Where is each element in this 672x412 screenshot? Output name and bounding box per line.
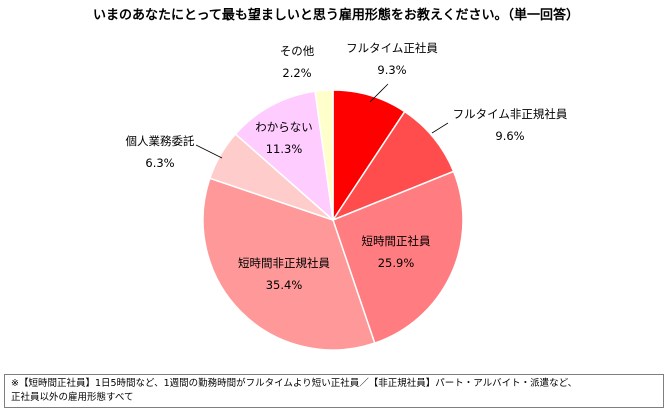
slice-label: 短時間非正規社員 [238,256,330,270]
slice-value-label: 11.3% [266,142,303,156]
slice-label: フルタイム非正規社員 [453,107,568,121]
pie-slices [202,89,464,351]
slice-label: 短時間正社員 [362,234,431,248]
slice-value-label: 9.3% [377,63,406,77]
slice-value-label: 35.4% [266,278,303,292]
slice-labels: フルタイム正社員 9.3% フルタイム非正規社員 9.6% 短時間正社員 25.9% 短時間… [126,41,568,292]
slice-label: その他 [280,44,315,58]
footnote-line-2: 正社員以外の雇用形態すべて [11,392,134,403]
pie-slice [234,90,335,222]
slice-label: 個人業務委託 [126,134,195,148]
pie-slice [202,177,376,351]
slice-value-label: 9.6% [495,129,524,143]
pie-slice [331,110,455,222]
leader-line [431,122,449,134]
leader-line [195,144,223,159]
slice-value-label: 6.3% [145,156,174,170]
slice-label: フルタイム正社員 [346,41,438,55]
leader-lines [195,83,449,159]
leader-line [369,83,389,103]
chart-title: いまのあなたにとって最も望ましいと思う雇用形態をお教えください。（単一回答） [92,8,580,23]
slice-label: わからない [255,120,313,134]
pie-slice [332,170,464,345]
slice-value-label: 25.9% [378,256,415,270]
footnote: ※【短時間正社員】1日5時間など、1週間の勤務時間がフルタイムより短い正社員／【… [4,374,664,408]
pie-chart: フルタイム正社員 9.3% フルタイム非正規社員 9.6% 短時間正社員 25.9% 短時間… [126,41,568,351]
pie-slice [314,89,334,221]
footnote-line-1: ※【短時間正社員】1日5時間など、1週間の勤務時間がフルタイムより短い正社員／【… [11,378,578,389]
slice-value-label: 2.2% [282,66,311,80]
